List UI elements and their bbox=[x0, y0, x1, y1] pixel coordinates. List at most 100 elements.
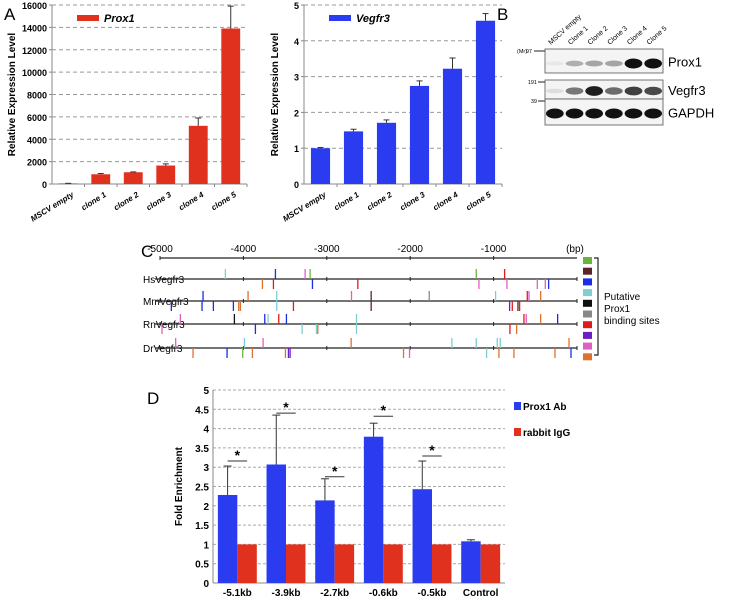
band bbox=[545, 108, 564, 119]
significance-marker: * bbox=[332, 463, 338, 479]
band bbox=[604, 87, 623, 95]
track-label-MmVegfr3: MmVegfr3 bbox=[143, 297, 189, 308]
x-tick-label: clone 3 bbox=[145, 190, 174, 213]
bp-tick-label: -3000 bbox=[314, 244, 340, 255]
marker-label: 97 bbox=[526, 49, 532, 55]
blot-row-label: GAPDH bbox=[668, 106, 714, 121]
band bbox=[585, 108, 604, 119]
blot-box-Prox1 bbox=[544, 48, 664, 74]
y-tick-label: 0 bbox=[294, 180, 299, 190]
legend-bracket bbox=[594, 257, 599, 356]
bp-tick-label: -2000 bbox=[397, 244, 423, 255]
y-tick-label: 4.5 bbox=[195, 405, 209, 416]
bar-Prox1-Ab bbox=[461, 541, 481, 583]
y-tick-label: 6000 bbox=[27, 113, 47, 123]
significance-marker: * bbox=[235, 447, 241, 463]
band bbox=[585, 60, 604, 67]
bar-rabbit-IgG bbox=[432, 544, 452, 583]
significance-marker: * bbox=[381, 402, 387, 418]
significance-marker: * bbox=[283, 399, 289, 415]
x-tick-label: Control bbox=[463, 588, 499, 597]
y-axis-label: Relative Expression Level bbox=[7, 33, 18, 157]
panel-label-c: C bbox=[141, 242, 153, 261]
y-tick-label: 3.5 bbox=[195, 444, 209, 455]
site-color-swatch bbox=[583, 278, 592, 286]
bar-Prox1-Ab bbox=[412, 489, 432, 583]
band bbox=[624, 108, 643, 119]
bar-Prox1-Ab bbox=[363, 436, 384, 583]
x-tick-label: clone 1 bbox=[332, 190, 361, 213]
panel-label-b: B bbox=[497, 5, 508, 24]
panel-label-a: A bbox=[4, 5, 16, 24]
track-label-DrVegfr3: DrVegfr3 bbox=[143, 344, 183, 355]
x-tick-label: -3.9kb bbox=[272, 588, 301, 597]
band bbox=[565, 60, 584, 67]
lane-label: Clone 5 bbox=[646, 25, 669, 46]
blot-box-GAPDH bbox=[544, 98, 664, 126]
y-tick-label: 10000 bbox=[22, 68, 47, 78]
legend-text: Prox1 bbox=[604, 304, 631, 315]
site-color-swatch bbox=[583, 321, 592, 329]
bar-MSCV-empty bbox=[310, 148, 331, 184]
site-color-swatch bbox=[583, 267, 592, 275]
legend-swatch bbox=[77, 15, 99, 21]
x-tick-label: clone 5 bbox=[464, 190, 493, 213]
legend-swatch bbox=[329, 15, 351, 21]
x-tick-label: -5.1kb bbox=[223, 588, 252, 597]
legend-label: Vegfr3 bbox=[356, 13, 390, 25]
site-color-swatch bbox=[583, 342, 592, 350]
bar-rabbit-IgG bbox=[480, 544, 501, 583]
y-axis-label: Fold Enrichment bbox=[174, 446, 185, 526]
band bbox=[565, 108, 584, 119]
chip-chart: 0 0.5 1 1.5 2 2.5 3 3.5 4 4.5 5 * -5.1kb * -3.9kb * -2.7… bbox=[174, 386, 570, 597]
legend-label: rabbit IgG bbox=[523, 428, 570, 439]
band bbox=[545, 88, 564, 94]
lane-label: Clone 2 bbox=[587, 25, 610, 46]
bar-clone-1 bbox=[343, 131, 364, 184]
y-tick-label: 4 bbox=[203, 425, 209, 436]
bar-rabbit-IgG bbox=[334, 544, 355, 583]
bar-Prox1-Ab bbox=[217, 494, 238, 583]
y-tick-label: 1 bbox=[203, 540, 209, 551]
y-tick-label: 1.5 bbox=[195, 521, 209, 532]
bar-clone-5 bbox=[475, 20, 496, 185]
x-tick-label: clone 2 bbox=[112, 190, 141, 213]
y-tick-label: 3 bbox=[294, 73, 299, 83]
band bbox=[565, 87, 584, 95]
legend-swatch bbox=[514, 428, 521, 436]
legend-label: Prox1 Ab bbox=[523, 402, 567, 413]
bar-rabbit-IgG bbox=[286, 544, 306, 583]
track-label-HsVegfr3: HsVegfr3 bbox=[143, 275, 185, 286]
band bbox=[644, 58, 663, 69]
bar-rabbit-IgG bbox=[383, 544, 403, 583]
bar-clone-3 bbox=[409, 85, 430, 184]
marker-unit: (Mr) bbox=[517, 49, 527, 55]
x-tick-label: clone 4 bbox=[431, 190, 460, 213]
band bbox=[624, 86, 643, 96]
bar-clone-3 bbox=[156, 165, 176, 184]
bar-clone-4 bbox=[188, 125, 208, 184]
bar-rabbit-IgG bbox=[237, 544, 257, 583]
y-tick-label: 1 bbox=[294, 144, 299, 154]
bar-clone-2 bbox=[376, 122, 397, 184]
track-label-RnVegfr3: RnVegfr3 bbox=[143, 320, 185, 331]
y-tick-label: 0.5 bbox=[195, 560, 209, 571]
band bbox=[585, 86, 604, 96]
y-tick-label: 0 bbox=[42, 180, 47, 190]
y-tick-label: 4000 bbox=[27, 135, 47, 145]
y-tick-label: 4 bbox=[294, 37, 299, 47]
x-tick-label: clone 3 bbox=[398, 190, 427, 213]
bp-tick-label: -4000 bbox=[231, 244, 257, 255]
y-tick-label: 5 bbox=[203, 386, 209, 397]
site-color-swatch bbox=[583, 353, 592, 361]
y-tick-label: 2 bbox=[203, 502, 209, 513]
prox1-chart: 0 2000 4000 6000 8000 10000 12000 14000 16000 MSC… bbox=[7, 1, 248, 224]
site-color-swatch bbox=[583, 331, 592, 339]
marker-label: 191 bbox=[528, 80, 537, 86]
site-color-swatch bbox=[583, 257, 592, 264]
y-tick-label: 3 bbox=[203, 463, 209, 474]
legend-text: binding sites bbox=[604, 316, 660, 327]
